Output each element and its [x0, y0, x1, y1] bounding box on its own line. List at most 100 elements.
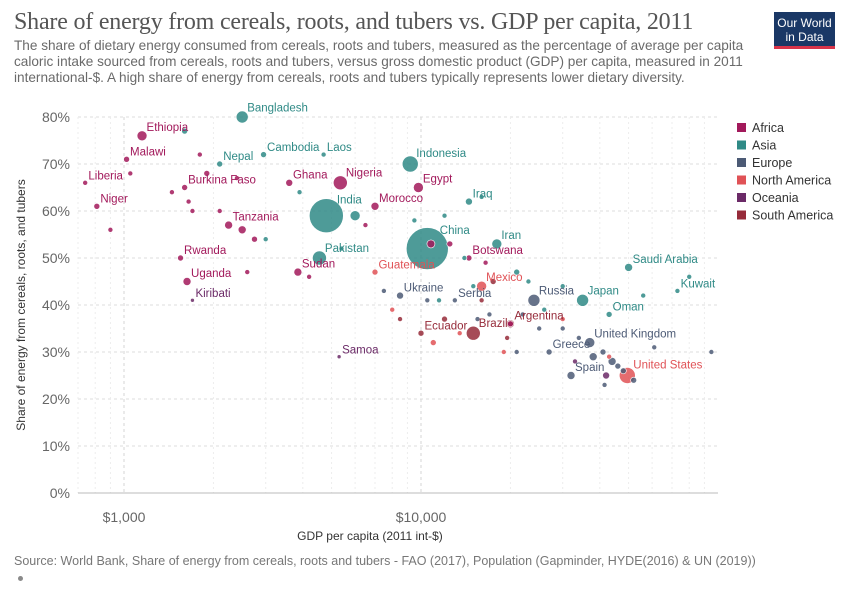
data-point[interactable]	[651, 344, 658, 351]
data-point[interactable]	[389, 306, 396, 313]
data-point[interactable]	[189, 208, 196, 214]
data-point[interactable]	[525, 278, 532, 285]
data-point[interactable]	[216, 160, 224, 168]
data-point[interactable]	[588, 352, 598, 362]
data-point[interactable]	[441, 212, 448, 219]
data-point[interactable]	[401, 155, 419, 173]
data-point[interactable]	[674, 288, 681, 294]
data-point[interactable]	[513, 268, 521, 276]
data-point[interactable]	[370, 202, 380, 211]
data-point[interactable]	[605, 311, 613, 318]
data-point[interactable]	[620, 367, 627, 375]
data-point[interactable]	[474, 316, 481, 322]
data-point[interactable]	[545, 348, 553, 356]
owid-logo[interactable]: Our World in Data	[774, 12, 835, 49]
data-point[interactable]	[486, 311, 493, 318]
data-point[interactable]	[127, 170, 134, 177]
data-point[interactable]	[203, 170, 211, 177]
data-point[interactable]	[500, 349, 507, 355]
data-point[interactable]	[417, 329, 425, 337]
legend-entry[interactable]: Africa	[752, 121, 784, 135]
data-point[interactable]	[260, 151, 267, 158]
data-point[interactable]	[405, 227, 449, 270]
data-point[interactable]	[461, 255, 468, 261]
data-point[interactable]	[436, 297, 442, 304]
data-point[interactable]	[181, 127, 188, 135]
data-point[interactable]	[601, 382, 608, 388]
data-point[interactable]	[424, 297, 431, 304]
data-point[interactable]	[336, 354, 342, 360]
data-point[interactable]	[413, 182, 424, 193]
data-point[interactable]	[482, 259, 489, 266]
data-point[interactable]	[397, 316, 403, 322]
data-point[interactable]	[197, 151, 203, 158]
data-point[interactable]	[456, 330, 463, 337]
data-point[interactable]	[224, 220, 233, 230]
data-point[interactable]	[527, 293, 541, 307]
data-point[interactable]	[237, 225, 247, 235]
data-point[interactable]	[190, 297, 195, 303]
data-point[interactable]	[181, 184, 188, 191]
data-point[interactable]	[624, 263, 633, 272]
data-point[interactable]	[466, 325, 481, 341]
data-point[interactable]	[371, 268, 379, 276]
legend-entry[interactable]: Europe	[752, 156, 792, 170]
data-point[interactable]	[216, 208, 223, 214]
legend-entry[interactable]: Asia	[752, 139, 776, 153]
data-point[interactable]	[476, 280, 487, 292]
data-point[interactable]	[606, 353, 612, 360]
data-point[interactable]	[572, 358, 578, 365]
legend-entry[interactable]: South America	[752, 209, 833, 223]
data-point[interactable]	[489, 278, 497, 285]
data-point[interactable]	[566, 371, 576, 380]
data-point[interactable]	[235, 110, 249, 124]
data-point[interactable]	[559, 316, 566, 322]
data-point[interactable]	[630, 376, 637, 384]
data-point[interactable]	[169, 189, 175, 195]
data-point[interactable]	[513, 349, 520, 355]
data-point[interactable]	[312, 250, 327, 266]
data-point[interactable]	[559, 325, 566, 332]
data-point[interactable]	[293, 267, 303, 277]
data-point[interactable]	[536, 325, 542, 332]
data-point[interactable]	[185, 198, 192, 205]
data-point[interactable]	[82, 180, 88, 186]
data-point[interactable]	[93, 203, 101, 210]
data-point[interactable]	[576, 293, 589, 307]
data-point[interactable]	[507, 320, 514, 328]
data-point[interactable]	[576, 335, 582, 341]
data-point[interactable]	[429, 339, 437, 346]
data-point[interactable]	[541, 306, 548, 313]
data-point[interactable]	[182, 277, 192, 286]
data-point[interactable]	[602, 371, 610, 380]
data-point[interactable]	[640, 292, 647, 299]
data-point[interactable]	[349, 210, 361, 221]
data-point[interactable]	[338, 245, 345, 252]
data-point[interactable]	[177, 254, 184, 262]
data-point[interactable]	[686, 273, 693, 280]
data-point[interactable]	[262, 236, 269, 242]
data-point[interactable]	[504, 335, 510, 341]
data-point[interactable]	[136, 130, 148, 142]
data-point[interactable]	[584, 337, 596, 348]
data-point[interactable]	[426, 239, 436, 249]
data-point[interactable]	[285, 179, 294, 187]
data-point[interactable]	[296, 189, 303, 195]
data-point[interactable]	[559, 283, 566, 290]
data-point[interactable]	[396, 291, 404, 300]
data-point[interactable]	[599, 348, 607, 356]
data-point[interactable]	[362, 222, 369, 228]
data-point[interactable]	[107, 227, 114, 233]
data-point[interactable]	[306, 273, 312, 280]
data-point[interactable]	[452, 297, 458, 304]
data-point[interactable]	[381, 288, 387, 294]
data-point[interactable]	[441, 315, 448, 323]
data-point[interactable]	[478, 297, 485, 304]
data-point[interactable]	[478, 194, 485, 200]
data-point[interactable]	[470, 283, 477, 290]
data-point[interactable]	[607, 357, 617, 366]
data-point[interactable]	[309, 198, 344, 233]
data-point[interactable]	[251, 235, 258, 243]
data-point[interactable]	[446, 240, 454, 248]
data-point[interactable]	[244, 269, 251, 275]
